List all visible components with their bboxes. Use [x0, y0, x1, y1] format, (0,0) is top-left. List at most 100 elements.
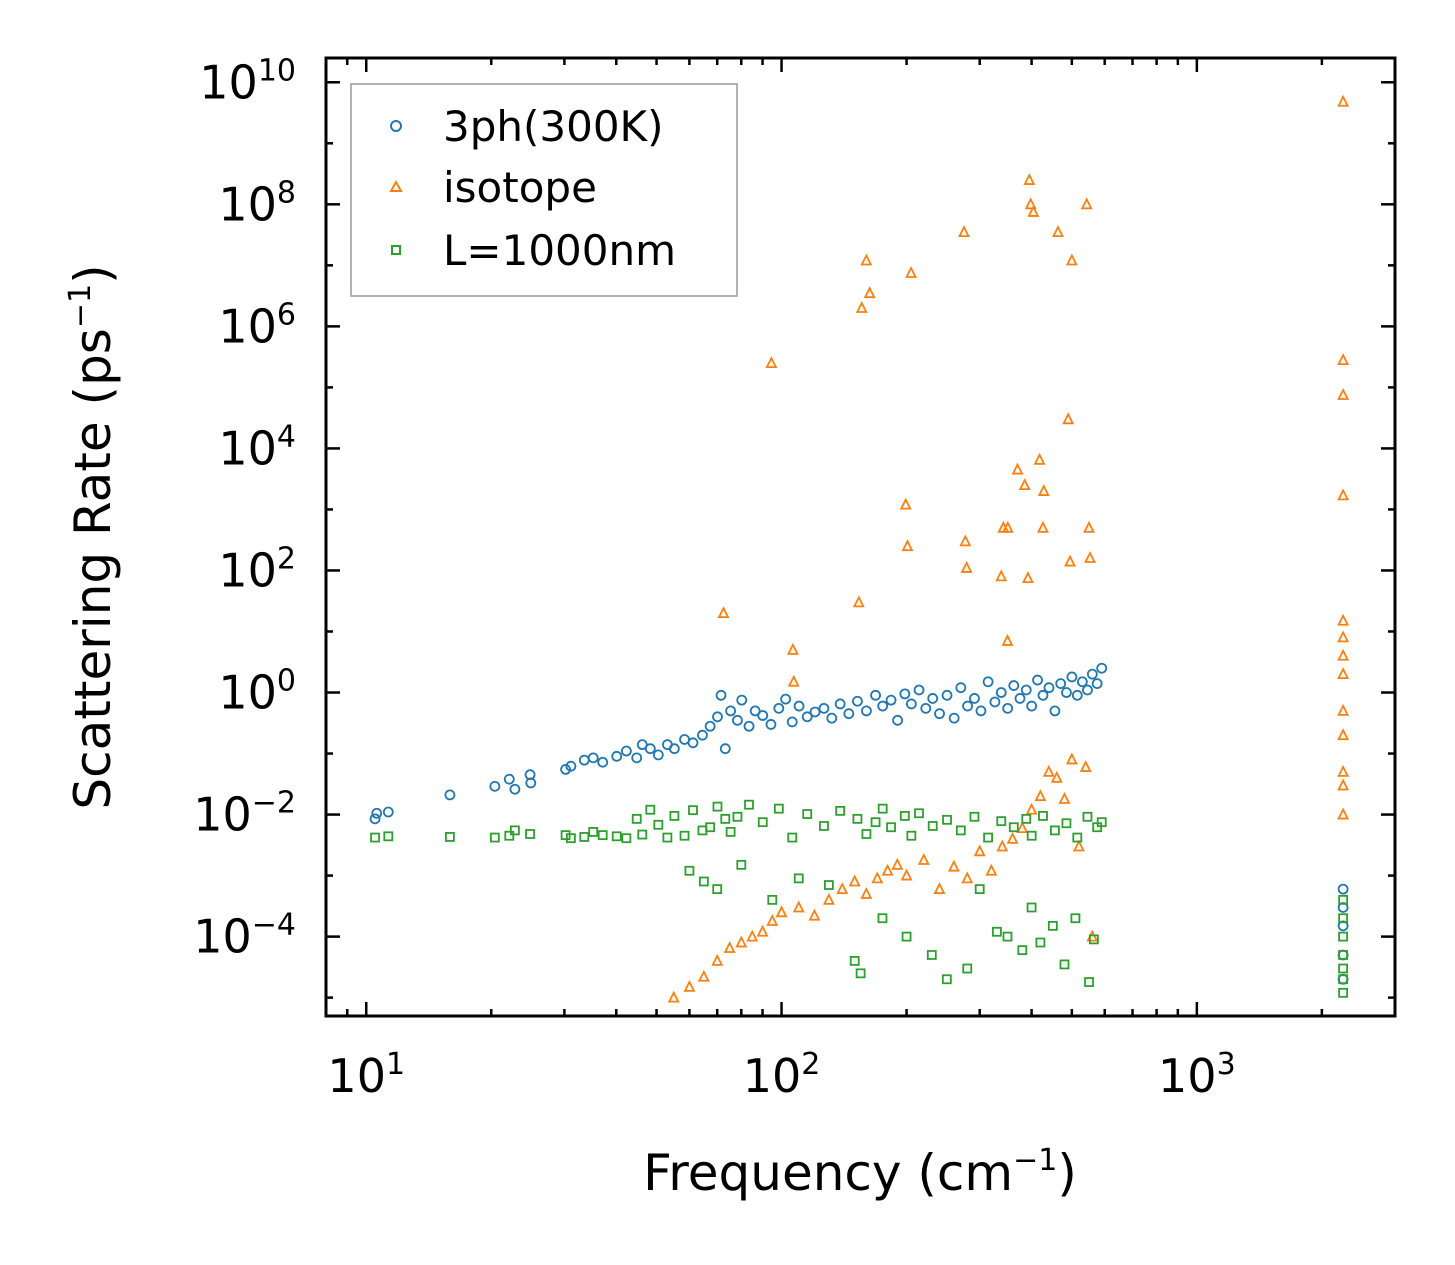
point-square	[927, 821, 938, 831]
point-triangle	[1337, 667, 1350, 680]
point-triangle	[863, 286, 876, 299]
point-circle	[1008, 680, 1020, 691]
point-circle	[668, 743, 680, 755]
point-triangle	[860, 253, 873, 266]
point-triangle	[1033, 452, 1046, 465]
point-triangle	[836, 882, 849, 895]
point-circle	[885, 694, 897, 706]
point-circle	[786, 716, 798, 728]
point-triangle	[1084, 550, 1096, 563]
point-circle	[955, 682, 967, 694]
point-triangle	[917, 852, 930, 865]
point-triangle	[1021, 571, 1034, 583]
point-circle	[1026, 700, 1038, 712]
point-triangle	[933, 882, 946, 895]
point-triangle	[1337, 488, 1350, 501]
point-triangle	[881, 863, 894, 876]
point-square	[974, 884, 985, 895]
point-circle	[1032, 674, 1043, 686]
point-square	[712, 801, 723, 812]
point-triangle	[947, 859, 960, 872]
point-square	[1338, 913, 1349, 924]
point-circle	[597, 756, 609, 768]
point-triangle	[786, 642, 799, 655]
point-square	[637, 829, 648, 840]
point-square	[906, 830, 917, 841]
point-circle	[920, 702, 932, 714]
data-marks	[369, 94, 1350, 1003]
point-square	[962, 963, 973, 974]
point-circle	[620, 745, 632, 757]
point-square	[855, 968, 866, 979]
point-square	[705, 822, 716, 833]
point-circle	[834, 698, 846, 710]
point-square	[560, 830, 571, 841]
legend-label-3ph: 3ph(300K)	[443, 102, 663, 151]
point-square	[835, 805, 846, 816]
point-square	[732, 811, 743, 822]
point-triangle	[1337, 728, 1350, 741]
legend-marker-isotope	[389, 179, 403, 192]
point-square	[767, 894, 778, 905]
point-square	[823, 880, 834, 890]
point-square	[1017, 945, 1028, 956]
point-circle	[1043, 682, 1055, 694]
point-square	[877, 913, 888, 924]
point-triangle	[1337, 630, 1350, 643]
y-tick-label: 106	[218, 297, 296, 353]
point-square	[955, 825, 966, 836]
point-triangle	[959, 534, 972, 547]
point-circle	[736, 694, 748, 706]
point-triangle	[1083, 520, 1095, 533]
point-square	[852, 813, 863, 824]
point-square	[679, 830, 690, 841]
point-circle	[905, 698, 917, 710]
legend-marker-3ph	[390, 120, 402, 132]
point-square	[588, 826, 599, 837]
point-triangle	[775, 905, 788, 918]
point-triangle	[1062, 412, 1075, 425]
point-square	[941, 974, 952, 985]
point-circle	[611, 750, 623, 762]
point-circle	[765, 719, 777, 730]
y-tick-label: 1010	[199, 53, 296, 109]
point-triangle	[1036, 520, 1049, 533]
point-circle	[1002, 702, 1014, 714]
point-square	[1035, 937, 1046, 948]
point-triangle	[1034, 789, 1047, 802]
point-circle	[525, 777, 537, 789]
point-square	[996, 816, 1007, 827]
legend-label-boundary: L=1000nm	[443, 226, 676, 275]
point-circle	[1071, 689, 1083, 701]
point-square	[444, 832, 455, 842]
point-circle	[503, 773, 515, 785]
x-tick-label: 102	[743, 1047, 821, 1103]
point-triangle	[1027, 204, 1040, 217]
legend: 3ph(300K) isotope L=1000nm	[350, 83, 738, 297]
point-square	[787, 832, 798, 843]
point-triangle	[787, 674, 800, 687]
point-square	[793, 873, 804, 884]
point-triangle	[683, 979, 696, 992]
point-circle	[1337, 883, 1349, 895]
point-triangle	[960, 560, 973, 573]
point-triangle	[1337, 94, 1350, 107]
point-square	[725, 826, 736, 837]
point-triangle	[1080, 197, 1093, 210]
point-triangle	[901, 539, 914, 552]
point-triangle	[1337, 703, 1350, 716]
point-square	[688, 805, 698, 816]
point-square	[1082, 811, 1093, 822]
point-square	[370, 832, 380, 843]
point-triangle	[1050, 770, 1063, 783]
point-square	[991, 926, 1002, 937]
point-square	[1026, 902, 1037, 913]
point-square	[579, 832, 590, 842]
point-square	[1061, 818, 1072, 829]
point-triangle	[855, 300, 868, 313]
point-square	[877, 803, 888, 814]
y-tick-label: 104	[218, 419, 296, 475]
point-triangle	[973, 844, 986, 857]
point-triangle	[958, 225, 970, 238]
point-triangle	[756, 924, 769, 937]
